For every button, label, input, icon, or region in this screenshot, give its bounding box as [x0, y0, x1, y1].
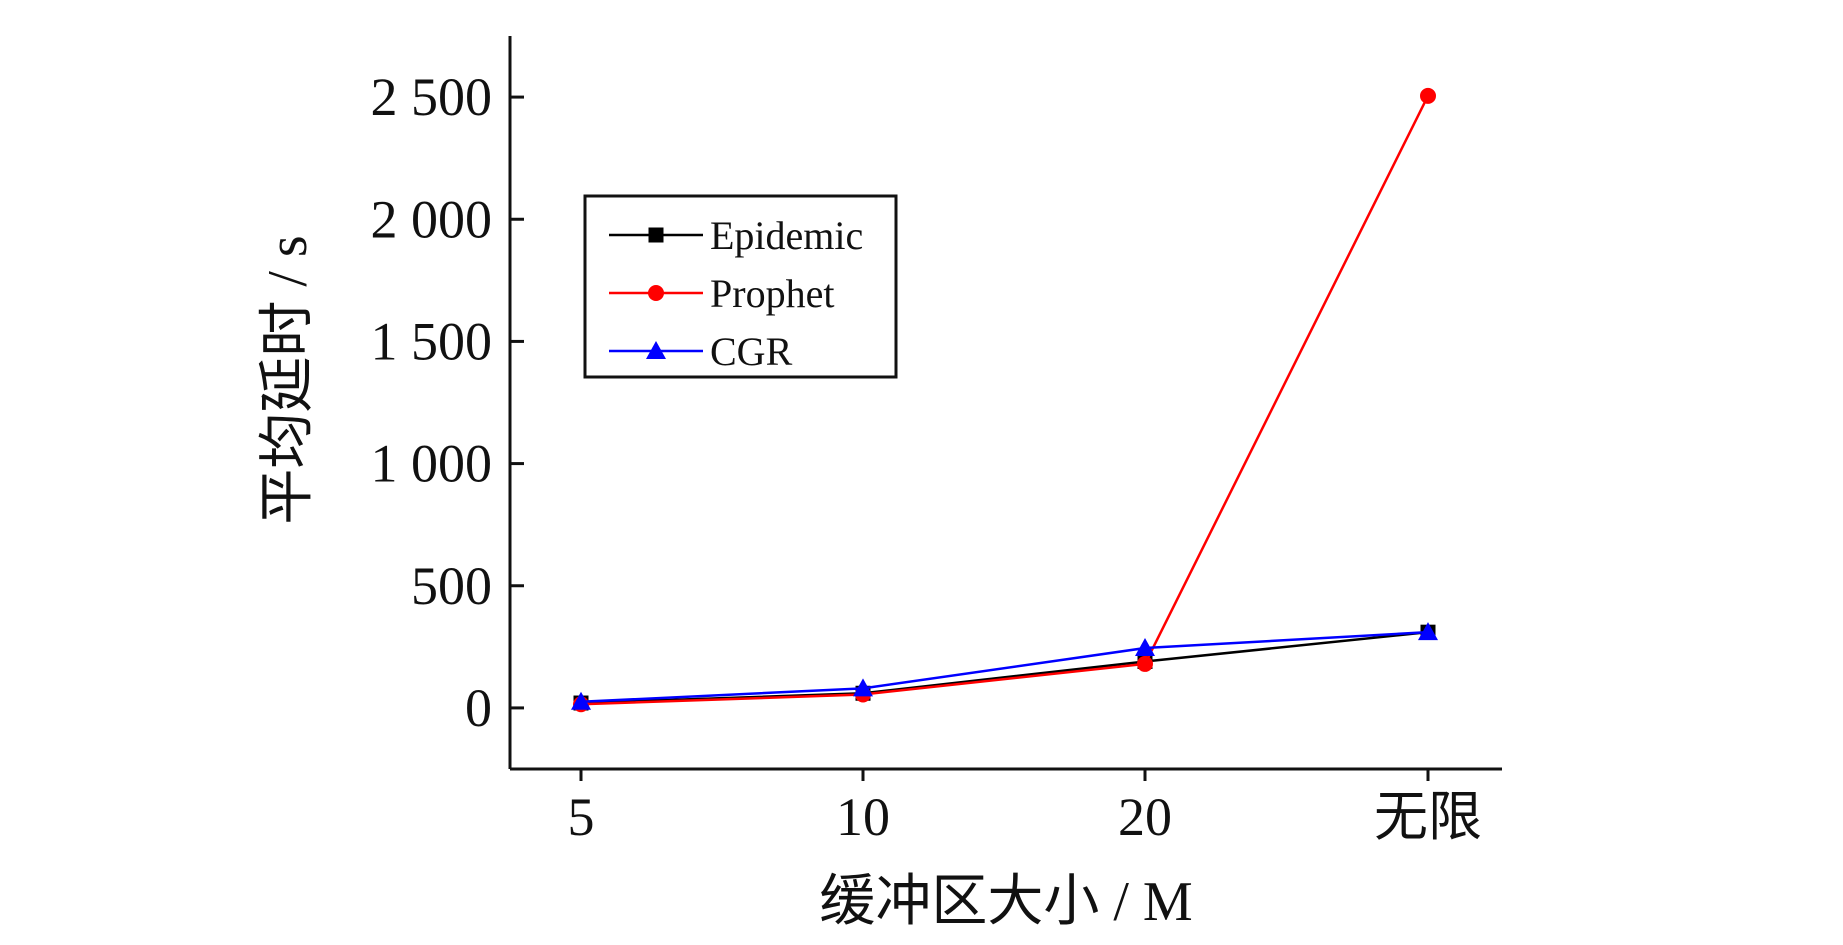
legend-box: [583, 194, 898, 379]
data-point-prophet: [1137, 655, 1153, 672]
y-tick-label: 2 000: [371, 189, 493, 249]
y-axis-title: 平均延时 / s: [257, 235, 319, 524]
y-tick-label: 1 500: [371, 311, 493, 371]
data-point-cgr: [571, 691, 591, 710]
series-prophet: [573, 87, 1436, 713]
series-layer: [571, 87, 1438, 713]
y-tick-label: 500: [411, 556, 492, 616]
axes: [508, 36, 1502, 771]
y-ticks: 0 500 1 000 1 500 2 000 2 500: [371, 67, 524, 738]
data-point-cgr: [1418, 622, 1438, 641]
legend-label-prophet: Prophet: [710, 271, 834, 316]
legend-marker-epidemic: [648, 227, 664, 243]
data-point-cgr: [853, 678, 873, 697]
x-ticks: 5 10 20 无限: [568, 769, 1482, 847]
series-line-prophet: [580, 95, 1430, 706]
x-tick-label: 5: [568, 787, 595, 847]
series-cgr: [571, 622, 1438, 710]
y-tick-label: 2 500: [371, 67, 493, 127]
legend-label-cgr: CGR: [710, 329, 793, 374]
data-point-prophet: [1420, 87, 1436, 104]
x-tick-label: 无限: [1374, 787, 1482, 847]
legend: Epidemic Prophet CGR: [583, 194, 898, 379]
x-tick-label: 10: [836, 787, 890, 847]
legend-marker-prophet: [648, 285, 664, 301]
legend-label-epidemic: Epidemic: [710, 213, 863, 258]
data-point-cgr: [1135, 638, 1155, 657]
series-line-cgr: [580, 630, 1429, 704]
x-tick-label: 20: [1118, 787, 1172, 847]
x-axis-title: 缓冲区大小 / M: [819, 871, 1192, 933]
y-tick-label: 0: [465, 678, 492, 738]
legend-marker-cgr: [646, 341, 666, 359]
y-tick-label: 1 000: [371, 434, 493, 494]
